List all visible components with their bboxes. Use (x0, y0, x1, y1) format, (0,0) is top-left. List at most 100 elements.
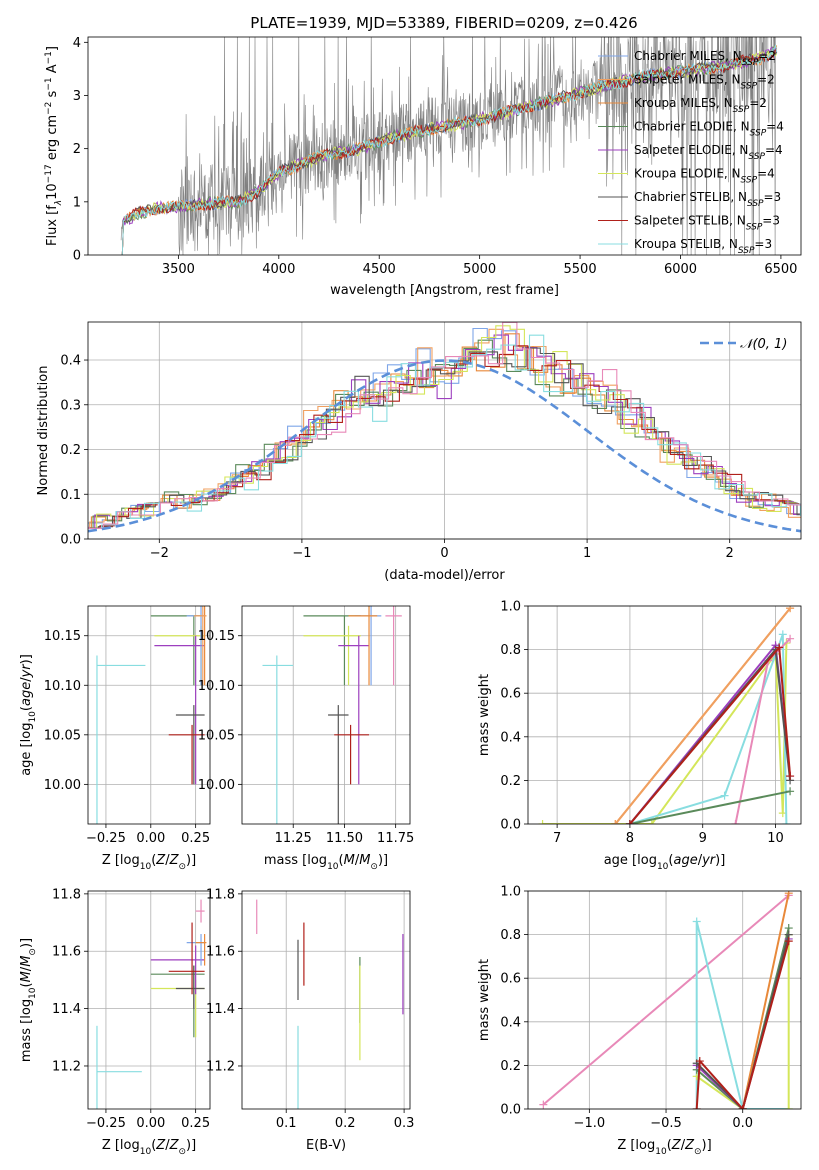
y-tick-label: 0.0 (60, 533, 81, 548)
histogram-chabrier_stelib (88, 347, 801, 529)
panel-age_vs_mass: 11.25 11.50 11.75 10.00 10.05 10.10 10.15 mass … (198, 605, 414, 872)
x-tick-label: 9 (699, 831, 707, 846)
x-tick-label: 0.1 (276, 1116, 297, 1131)
x-tick-label: 2 (726, 546, 734, 561)
weight-line-kroupa_miles (741, 892, 790, 1109)
weight_vs_age-ylabel: mass weight (477, 674, 492, 756)
legend-label-kroupa_stelib: Kroupa STELIB, NSSP=3 (634, 237, 772, 256)
legend-label-normal: 𝒩(0, 1) (740, 337, 787, 352)
weight-marker-pink (731, 820, 740, 824)
x-tick-label: 6500 (764, 262, 797, 277)
x-tick-label: 6000 (664, 262, 697, 277)
y-tick-label: 10.15 (198, 629, 235, 644)
x-tick-label: 0.00 (136, 1116, 165, 1131)
panel-spectrum: 3500 4000 4500 5000 5500 6000 6500 0 1 2 3 4 Chabrie… (44, 36, 802, 298)
x-tick-label: 4500 (363, 262, 396, 277)
weight-marker-salpeter_stelib (738, 1105, 747, 1109)
x-tick-label: −0.25 (86, 1116, 126, 1131)
weight-marker-salpeter_stelib (692, 1105, 701, 1109)
residuals-ylabel: Normed distribution (36, 366, 51, 496)
weight-marker-salpeter_stelib (625, 820, 634, 824)
y-tick-label: 11.8 (52, 887, 81, 902)
y-tick-label: 10.05 (44, 728, 81, 743)
y-tick-label: 0.4 (60, 354, 81, 369)
weight-line-kroupa_elodie (542, 643, 788, 824)
plot-area-spectrum (120, 37, 778, 255)
histogram-salpeter_stelib (88, 345, 801, 529)
weight-marker-salpeter_stelib (786, 772, 795, 781)
histogram-pink (88, 322, 801, 530)
spectrum-legend: Chabrier MILES, NSSP=2 Salpeter MILES, NS… (598, 49, 784, 256)
axes-frame (527, 605, 802, 825)
y-tick-label: 3 (73, 89, 81, 104)
plot-area-age_vs_Z (96, 606, 207, 824)
panel-mass_vs_Z: −0.25 0.00 0.25 11.2 11.4 11.6 11.8 Z [log10(Z/… (19, 887, 211, 1157)
legend-label-chabrier_elodie: Chabrier ELODIE, NSSP=4 (634, 120, 784, 139)
legend-label-chabrier_miles: Chabrier MILES, NSSP=2 (634, 49, 776, 68)
x-tick-label: 0.00 (136, 831, 165, 846)
age_vs_Z-xlabel: Z [log10(Z/Z⊙)] (102, 853, 196, 872)
mass_vs_Z-ylabel: mass [log10(M/M⊙)] (19, 938, 38, 1062)
weight-marker-salpeter_stelib (784, 937, 793, 946)
plot-area-residuals (88, 322, 801, 533)
normal-curve (88, 359, 801, 533)
weight-marker-salpeter_stelib (695, 1057, 704, 1066)
y-tick-label: 11.6 (206, 945, 235, 960)
y-tick-label: 10.10 (198, 679, 235, 694)
axes-frame (87, 890, 211, 1110)
y-tick-label: 11.6 (52, 945, 81, 960)
weight-marker-kroupa_elodie (647, 820, 656, 824)
y-tick-label: 10.05 (198, 728, 235, 743)
weight_vs_Z-ylabel: mass weight (477, 959, 492, 1041)
weight_vs_Z-xlabel: Z [log10(Z/Z⊙)] (617, 1138, 711, 1157)
plot-area-weight_vs_age (538, 606, 795, 824)
weight-marker-salpeter_miles (611, 820, 620, 824)
weight-line-salpeter_stelib (695, 940, 790, 1109)
x-tick-label: 0 (440, 546, 448, 561)
x-tick-label: 5500 (564, 262, 597, 277)
x-tick-label: −1 (292, 546, 311, 561)
weight-marker-kroupa_elodie (538, 820, 547, 824)
weight-marker-kroupa_elodie (784, 1105, 793, 1109)
histogram-kroupa_miles (88, 333, 801, 529)
y-tick-label: 0.4 (500, 1015, 521, 1030)
y-tick-label: 0.8 (500, 643, 521, 658)
axes-frame (527, 890, 802, 1110)
y-tick-label: 10.00 (44, 778, 81, 793)
plot-area-weight_vs_Z (539, 891, 793, 1109)
y-tick-label: 10.15 (44, 629, 81, 644)
x-tick-label: −1.0 (574, 1116, 606, 1131)
legend-label-kroupa_elodie: Kroupa ELODIE, NSSP=4 (634, 167, 775, 186)
weight-marker-kroupa_miles (784, 891, 793, 898)
weight-line-chabrier_elodie (696, 927, 790, 1109)
axes-frame (87, 36, 802, 256)
legend-label-chabrier_stelib: Chabrier STELIB, NSSP=3 (634, 190, 781, 209)
plot-area-age_vs_mass (262, 606, 402, 824)
histogram-kroupa_stelib (88, 334, 801, 529)
y-tick-label: 0.2 (500, 774, 521, 789)
legend-label-salpeter_miles: Salpeter MILES, NSSP=2 (634, 73, 775, 92)
weight-line-chabrier_elodie (629, 790, 791, 824)
x-tick-label: 11.75 (377, 831, 414, 846)
x-tick-label: 0.2 (335, 1116, 356, 1131)
x-tick-label: 0.0 (732, 1116, 753, 1131)
y-tick-label: 0.0 (500, 1103, 521, 1118)
plot-area-mass_vs_ebv (256, 899, 404, 1109)
legend-label-salpeter_elodie: Salpeter ELODIE, NSSP=4 (634, 143, 783, 162)
x-tick-label: 7 (553, 831, 561, 846)
y-tick-label: 0.2 (60, 443, 81, 458)
y-tick-label: 2 (73, 142, 81, 157)
weight-line-pink (542, 894, 790, 1106)
x-tick-label: −2 (150, 546, 169, 561)
y-tick-label: 0 (73, 249, 81, 264)
x-tick-label: 8 (626, 831, 634, 846)
panel-age_vs_Z: −0.25 0.00 0.25 10.00 10.05 10.10 10.15 Z [log1… (19, 605, 211, 872)
legend-label-salpeter_stelib: Salpeter STELIB, NSSP=3 (634, 214, 780, 233)
panel-residuals: −2 −1 0 1 2 0.0 0.1 0.2 0.3 0.4 𝒩(0, 1) (data-model… (36, 321, 802, 583)
mass_vs_Z-xlabel: Z [log10(Z/Z⊙)] (102, 1138, 196, 1157)
weight-line-salpeter_miles (614, 607, 791, 824)
weight-line-kroupa_stelib (695, 921, 789, 1109)
histogram-kroupa_elodie (88, 325, 801, 529)
y-tick-label: 11.4 (206, 1002, 235, 1017)
